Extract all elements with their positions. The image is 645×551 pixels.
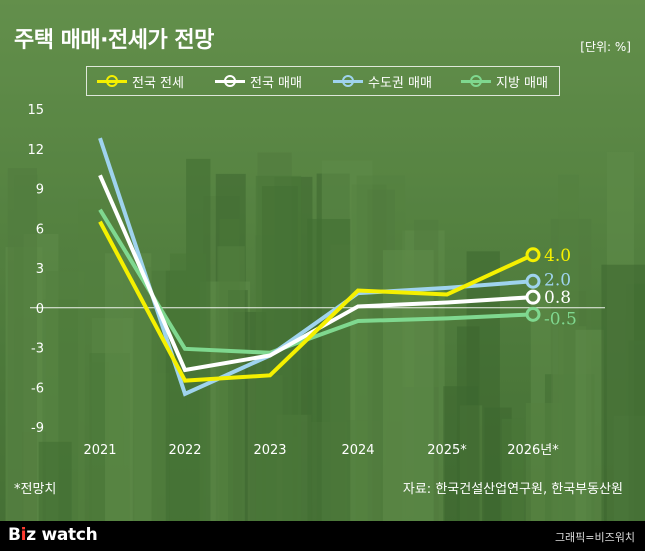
legend-swatch-icon <box>461 74 491 88</box>
legend-label: 전국 매매 <box>250 75 302 91</box>
y-tick-label: 12 <box>27 143 44 158</box>
legend-label: 전국 전세 <box>132 75 184 91</box>
unit-label: [단위: %] <box>580 40 631 54</box>
brand-logo: Biz watch <box>8 525 98 545</box>
legend-item-jeonse-national: 전국 전세 <box>97 67 184 95</box>
legend-label: 지방 매매 <box>496 75 548 91</box>
x-tick-label: 2024 <box>341 443 374 458</box>
end-value-label: 2.0 <box>544 270 571 290</box>
end-value-label: 0.8 <box>544 288 571 308</box>
legend-swatch-icon <box>215 74 245 88</box>
end-point-marker <box>525 247 541 263</box>
end-point-marker <box>525 306 541 322</box>
legend-item-sale-regional: 지방 매매 <box>461 67 548 95</box>
y-tick-label: 0 <box>36 302 44 317</box>
x-tick-label: 2023 <box>253 443 286 458</box>
graphic-credit: 그래픽=비즈워치 <box>554 531 635 544</box>
legend-swatch-icon <box>97 74 127 88</box>
x-tick-label: 2025* <box>427 443 467 458</box>
x-tick-label: 2021 <box>83 443 116 458</box>
x-tick-label: 2026년* <box>507 443 559 458</box>
legend-label: 수도권 매매 <box>368 75 432 91</box>
y-tick-label: 9 <box>36 183 44 198</box>
end-point-marker <box>525 289 541 305</box>
y-tick-label: 6 <box>36 222 44 237</box>
source-note: 자료: 한국건설산업연구원, 한국부동산원 <box>402 482 623 497</box>
y-tick-label: 15 <box>27 103 44 118</box>
x-tick-label: 2022 <box>168 443 201 458</box>
series-line-sale_regional <box>98 208 534 355</box>
chart-title: 주택 매매·전세가 전망 <box>14 28 214 53</box>
y-tick-label: -3 <box>31 342 44 357</box>
footnote: *전망치 <box>14 482 57 497</box>
end-point-marker <box>525 273 541 289</box>
legend: 전국 전세 전국 매매 수도권 매매 지방 매매 <box>86 66 560 96</box>
legend-item-sale-national: 전국 매매 <box>215 67 302 95</box>
legend-item-sale-capital: 수도권 매매 <box>333 67 432 95</box>
y-tick-label: 3 <box>36 262 44 277</box>
y-tick-label: -9 <box>31 421 44 436</box>
y-tick-label: -6 <box>31 381 44 396</box>
series-line-sale_capital <box>98 137 534 397</box>
end-value-label: -0.5 <box>544 309 577 329</box>
legend-swatch-icon <box>333 74 363 88</box>
end-value-label: 4.0 <box>544 246 571 266</box>
footer-bar: Biz watch 그래픽=비즈워치 <box>0 521 645 551</box>
series-line-jeonse_national <box>98 220 534 383</box>
